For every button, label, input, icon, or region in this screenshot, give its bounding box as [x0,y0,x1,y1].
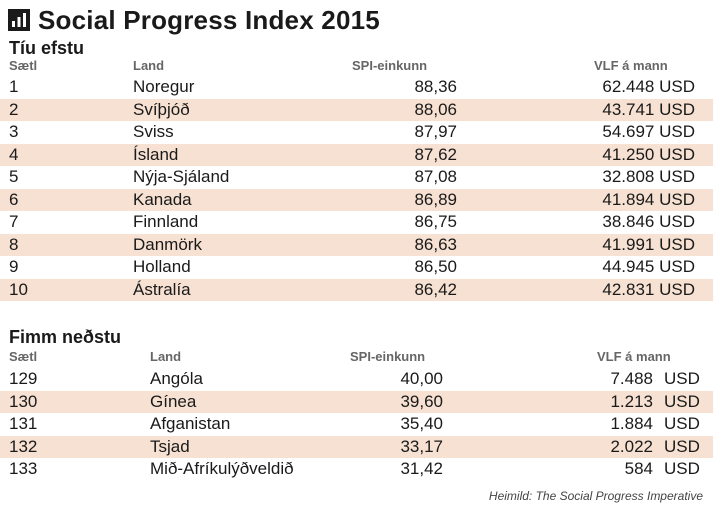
country-cell: Angóla [150,369,203,388]
rank-cell: 132 [9,436,38,456]
table-row: 7 Finnland 86,75 38.846 USD [0,211,713,234]
table-row: 130 Gínea 39,60 1.213 USD [0,390,713,413]
rank-cell: 8 [9,234,19,254]
table-row: 132 Tsjad 33,17 2.022 USD [0,435,713,458]
gdp-unit-cell: USD [664,391,700,411]
rank-cell: 6 [9,189,19,209]
country-cell: Svíþjóð [133,99,190,119]
gdp-value-cell: 584 [624,459,653,478]
spi-cell: 86,63 [414,234,457,254]
spi-cell: 87,62 [414,144,457,164]
country-cell: Gínea [150,391,197,411]
spi-cell: 31,42 [400,459,443,478]
source-note: Heimild: The Social Progress Imperative [488,489,703,503]
gdp-cell: 44.945 USD [602,257,695,276]
spi-cell: 87,08 [414,167,457,186]
top-header-rank: Sætl [9,58,38,73]
gdp-value-cell: 7.488 [610,369,653,388]
table-row: 6 Kanada 86,89 41.894 USD [0,188,713,211]
top-header-country: Land [133,58,165,73]
top-header-spi: SPI-einkunn [352,58,428,73]
top-header-gdp: VLF á mann [594,58,668,73]
rank-cell: 131 [9,414,38,433]
rank-cell: 1 [9,77,19,96]
table-row: 1 Noregur 88,36 62.448 USD [0,76,713,99]
bottom-header-gdp: VLF á mann [597,349,671,364]
table-row: 8 Danmörk 86,63 41.991 USD [0,233,713,256]
rank-cell: 5 [9,167,19,186]
gdp-unit-cell: USD [664,459,700,478]
spi-cell: 86,42 [414,279,457,299]
bottom-header-country: Land [150,349,182,364]
gdp-cell: 41.894 USD [602,189,695,209]
page-title: Social Progress Index 2015 [38,4,380,35]
country-cell: Ísland [133,144,179,164]
bottom-header-spi: SPI-einkunn [350,349,426,364]
gdp-cell: 43.741 USD [602,99,695,119]
country-cell: Afganistan [150,414,231,433]
country-cell: Noregur [133,77,195,96]
table-row: 9 Holland 86,50 44.945 USD [0,256,713,279]
country-cell: Nýja-Sjáland [133,167,230,186]
spi-cell: 88,06 [414,99,457,119]
table-row: 131 Afganistan 35,40 1.884 USD [0,413,713,436]
bottom-header-rank: Sætl [9,349,38,364]
country-cell: Ástralía [133,279,191,299]
gdp-cell: 32.808 USD [602,167,695,186]
table-row: 4 Ísland 87,62 41.250 USD [0,143,713,166]
spi-cell: 86,50 [414,257,457,276]
table-row: 10 Ástralía 86,42 42.831 USD [0,278,713,301]
table-row: 129 Angóla 40,00 7.488 USD [0,368,713,391]
top-section-heading: Tíu efstu [9,38,84,58]
spi-cell: 39,60 [400,391,443,411]
rank-cell: 7 [9,212,19,231]
gdp-unit-cell: USD [664,414,700,433]
title-row: Social Progress Index 2015 [8,3,380,37]
rank-cell: 130 [9,391,38,411]
gdp-cell: 38.846 USD [602,212,695,231]
rank-cell: 9 [9,257,19,276]
country-cell: Kanada [133,189,192,209]
table-row: 2 Svíþjóð 88,06 43.741 USD [0,98,713,121]
spi-cell: 33,17 [400,436,443,456]
gdp-value-cell: 2.022 [610,436,653,456]
rank-cell: 4 [9,144,19,164]
spi-cell: 40,00 [400,369,443,388]
spi-cell: 88,36 [414,77,457,96]
gdp-value-cell: 1.884 [610,414,653,433]
bar-chart-icon [8,9,30,31]
table-row: 133 Mið-Afríkulýðveldið 31,42 584 USD [0,458,713,481]
rank-cell: 10 [9,279,28,299]
country-cell: Mið-Afríkulýðveldið [150,459,294,478]
spi-cell: 86,75 [414,212,457,231]
country-cell: Finnland [133,212,199,231]
gdp-unit-cell: USD [664,436,700,456]
country-cell: Danmörk [133,234,202,254]
country-cell: Holland [133,257,191,276]
rank-cell: 2 [9,99,19,119]
country-cell: Tsjad [150,436,190,456]
gdp-cell: 62.448 USD [602,77,695,96]
rank-cell: 133 [9,459,38,478]
gdp-value-cell: 1.213 [610,391,653,411]
gdp-unit-cell: USD [664,369,700,388]
gdp-cell: 54.697 USD [602,122,695,141]
spi-cell: 87,97 [414,122,457,141]
gdp-cell: 41.991 USD [602,234,695,254]
country-cell: Sviss [133,122,174,141]
gdp-cell: 41.250 USD [602,144,695,164]
rank-cell: 3 [9,122,19,141]
bottom-section-heading: Fimm neðstu [9,327,122,347]
gdp-cell: 42.831 USD [602,279,695,299]
table-row: 3 Sviss 87,97 54.697 USD [0,121,713,144]
rank-cell: 129 [9,369,38,388]
spi-cell: 86,89 [414,189,457,209]
table-row: 5 Nýja-Sjáland 87,08 32.808 USD [0,166,713,189]
spi-cell: 35,40 [400,414,443,433]
